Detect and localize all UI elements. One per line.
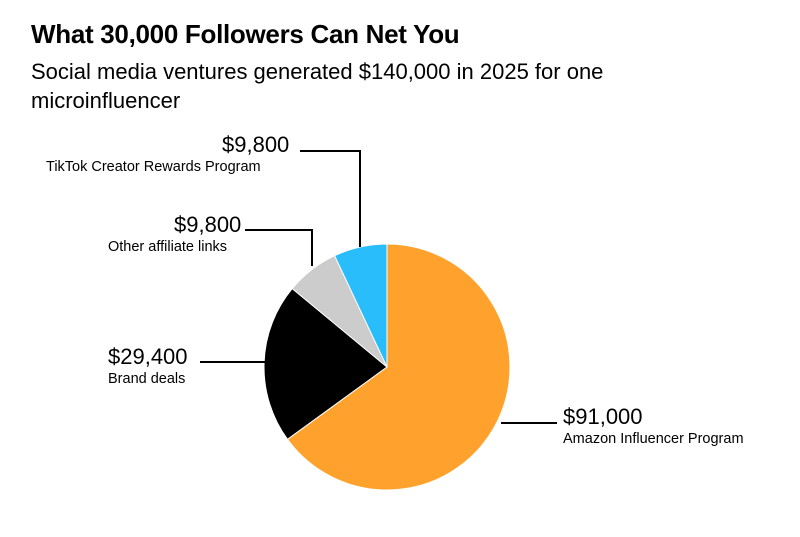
slice-value-label-amazon: $91,000 [563,404,643,429]
slice-name-label-amazon: Amazon Influencer Program [563,431,744,447]
pie-slice-brand-deals [263,287,388,440]
slice-name-label-tiktok: TikTok Creator Rewards Program [46,159,261,175]
slice-value-label-tiktok: $9,800 [222,132,289,157]
slice-name-label-other-affiliate: Other affiliate links [108,239,227,255]
slice-value-label-brand-deals: $29,400 [108,344,188,369]
chart-title: What 30,000 Followers Can Net You [31,19,460,49]
pie-slice-amazon [286,243,511,491]
slice-name-label-brand-deals: Brand deals [108,371,185,387]
chart-subtitle: Social media ventures generated $140,000… [31,59,604,113]
slice-value-label-other-affiliate: $9,800 [174,212,241,237]
leader-line-other-affiliate [245,229,313,266]
pie-slices [263,243,511,491]
leader-line-tiktok [300,150,361,247]
